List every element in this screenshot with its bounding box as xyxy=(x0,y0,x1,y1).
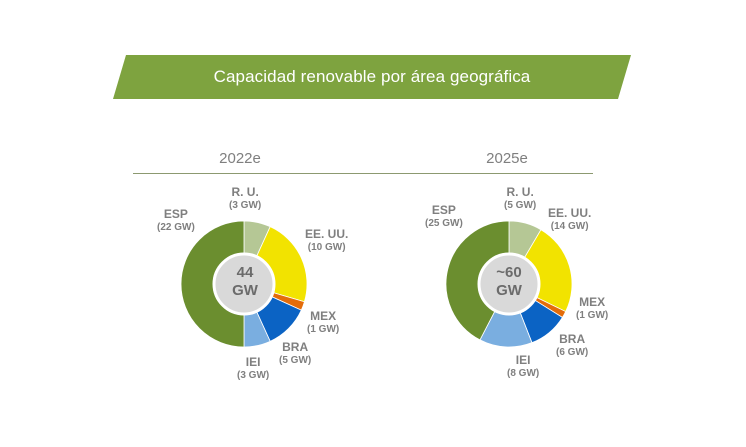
label-2025e-ru: R. U. (5 GW) xyxy=(504,185,537,211)
label-2025e-mex: MEX (1 GW) xyxy=(576,295,609,321)
label-2022e-ru: R. U. (3 GW) xyxy=(229,185,262,211)
year-divider xyxy=(133,173,593,174)
label-2022e-eeuu: EE. UU. (10 GW) xyxy=(305,227,349,253)
year-label-2025e: 2025e xyxy=(486,150,528,167)
title-banner-shape xyxy=(113,55,631,99)
donut-center-2022e xyxy=(212,252,276,316)
year-label-2022e: 2022e xyxy=(219,150,261,167)
label-2025e-eeuu: EE. UU. (14 GW) xyxy=(548,206,592,232)
center-total-2022e: 44 GW xyxy=(232,264,258,299)
label-2022e-esp: ESP (22 GW) xyxy=(157,207,195,233)
label-2022e-mex: MEX (1 GW) xyxy=(307,309,340,335)
label-2025e-bra: BRA (6 GW) xyxy=(556,332,589,358)
donut-center-2025e xyxy=(477,252,541,316)
title-banner xyxy=(113,55,631,99)
label-2022e-bra: BRA (5 GW) xyxy=(279,340,312,366)
chart-title: Capacidad renovable por área geográfica xyxy=(213,67,531,86)
center-total-2025e: ~60 GW xyxy=(496,264,522,299)
label-2025e-iei: IEI (8 GW) xyxy=(507,353,540,379)
label-2022e-iei: IEI (3 GW) xyxy=(237,355,270,381)
label-2025e-esp: ESP (25 GW) xyxy=(425,203,463,229)
